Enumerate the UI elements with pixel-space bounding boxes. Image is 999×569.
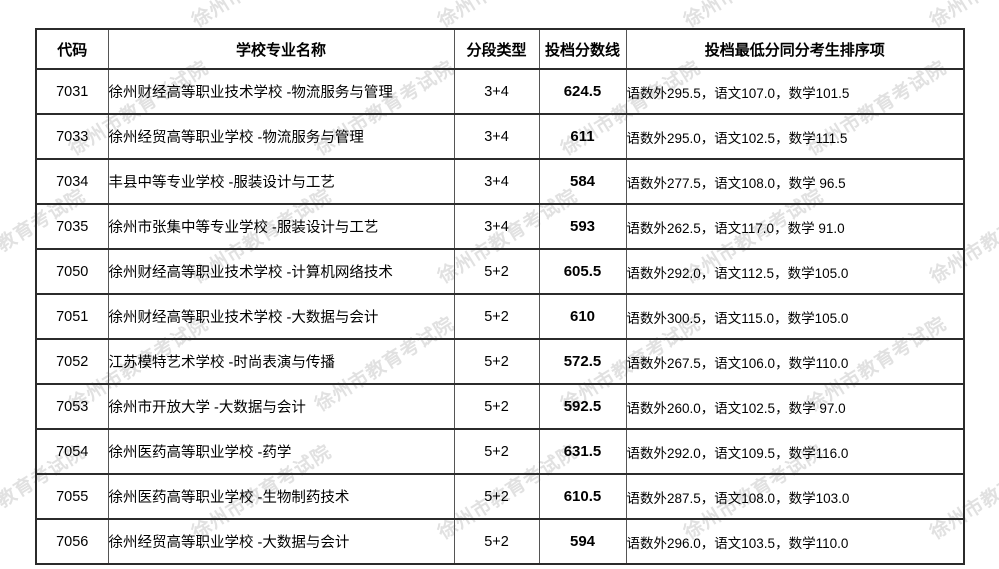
cell-score: 572.5: [538, 338, 627, 385]
cell-code: 7051: [35, 293, 109, 340]
cell-rank: 语数外295.5，语文107.0，数学101.5: [625, 68, 965, 115]
cell-seg: 5+2: [453, 383, 540, 430]
cell-score: 605.5: [538, 248, 627, 295]
column-header-rank: 投档最低分同分考生排序项: [625, 28, 965, 70]
table-body: 7031 徐州财经高等职业技术学校 -物流服务与管理 3+4 624.5 语数外295.…: [35, 68, 965, 565]
cell-score: 610.5: [538, 473, 627, 520]
cell-code: 7052: [35, 338, 109, 385]
table-row: 7053 徐州市开放大学 -大数据与会计 5+2 592.5 语数外260.0，语文10…: [35, 383, 965, 430]
cell-name: 徐州经贸高等职业学校 -物流服务与管理: [107, 113, 455, 160]
cell-score: 584: [538, 158, 627, 205]
table-row: 7050 徐州财经高等职业技术学校 -计算机网络技术 5+2 605.5 语数外292.…: [35, 248, 965, 295]
cell-seg: 5+2: [453, 338, 540, 385]
cell-seg: 5+2: [453, 293, 540, 340]
cell-score: 592.5: [538, 383, 627, 430]
cell-score: 624.5: [538, 68, 627, 115]
cell-code: 7054: [35, 428, 109, 475]
cell-rank: 语数外260.0，语文102.5，数学 97.0: [625, 383, 965, 430]
cell-code: 7031: [35, 68, 109, 115]
watermark-text: 徐州市教育考试院: [309, 565, 459, 569]
cell-seg: 5+2: [453, 473, 540, 520]
cell-seg: 3+4: [453, 68, 540, 115]
table-row: 7052 江苏模特艺术学校 -时尚表演与传播 5+2 572.5 语数外267.5，语文…: [35, 338, 965, 385]
cell-name: 徐州医药高等职业学校 -生物制药技术: [107, 473, 455, 520]
cell-name: 徐州财经高等职业技术学校 -大数据与会计: [107, 293, 455, 340]
cell-score: 631.5: [538, 428, 627, 475]
table-row: 7035 徐州市张集中等专业学校 -服装设计与工艺 3+4 593 语数外262.5，语…: [35, 203, 965, 250]
table-header: 代码 学校专业名称 分段类型 投档分数线 投档最低分同分考生排序项: [35, 28, 965, 70]
cell-code: 7056: [35, 518, 109, 565]
table-row: 7055 徐州医药高等职业学校 -生物制药技术 5+2 610.5 语数外287.5，语…: [35, 473, 965, 520]
table-row: 7033 徐州经贸高等职业学校 -物流服务与管理 3+4 611 语数外295.0，语文…: [35, 113, 965, 160]
cell-name: 徐州市开放大学 -大数据与会计: [107, 383, 455, 430]
watermark-text: 徐州市教育考试院: [801, 565, 951, 569]
watermark-text: 徐州市教育考试院: [555, 565, 705, 569]
cell-seg: 5+2: [453, 248, 540, 295]
table-row: 7056 徐州经贸高等职业学校 -大数据与会计 5+2 594 语数外296.0，语文1…: [35, 518, 965, 565]
cell-seg: 3+4: [453, 158, 540, 205]
cell-name: 徐州市张集中等专业学校 -服装设计与工艺: [107, 203, 455, 250]
table-row: 7031 徐州财经高等职业技术学校 -物流服务与管理 3+4 624.5 语数外295.…: [35, 68, 965, 115]
cell-rank: 语数外300.5，语文115.0，数学105.0: [625, 293, 965, 340]
table-row: 7054 徐州医药高等职业学校 -药学 5+2 631.5 语数外292.0，语文109…: [35, 428, 965, 475]
cell-name: 徐州财经高等职业技术学校 -物流服务与管理: [107, 68, 455, 115]
score-table-container: 代码 学校专业名称 分段类型 投档分数线 投档最低分同分考生排序项 7031 徐州…: [35, 28, 965, 565]
cell-name: 丰县中等专业学校 -服装设计与工艺: [107, 158, 455, 205]
cell-rank: 语数外292.0，语文109.5，数学116.0: [625, 428, 965, 475]
cell-name: 徐州医药高等职业学校 -药学: [107, 428, 455, 475]
cell-code: 7055: [35, 473, 109, 520]
cell-code: 7033: [35, 113, 109, 160]
cell-seg: 3+4: [453, 203, 540, 250]
table-row: 7051 徐州财经高等职业技术学校 -大数据与会计 5+2 610 语数外300.5，语…: [35, 293, 965, 340]
watermark-text: 徐州市教育考试院: [63, 565, 213, 569]
table-header-row: 代码 学校专业名称 分段类型 投档分数线 投档最低分同分考生排序项: [35, 28, 965, 70]
cell-name: 徐州经贸高等职业学校 -大数据与会计: [107, 518, 455, 565]
cell-score: 611: [538, 113, 627, 160]
cell-rank: 语数外292.0，语文112.5，数学105.0: [625, 248, 965, 295]
table-row: 7034 丰县中等专业学校 -服装设计与工艺 3+4 584 语数外277.5，语文10…: [35, 158, 965, 205]
cell-rank: 语数外262.5，语文117.0，数学 91.0: [625, 203, 965, 250]
cell-score: 594: [538, 518, 627, 565]
cell-seg: 5+2: [453, 428, 540, 475]
column-header-code: 代码: [35, 28, 109, 70]
column-header-score: 投档分数线: [538, 28, 627, 70]
column-header-name: 学校专业名称: [107, 28, 455, 70]
cell-rank: 语数外287.5，语文108.0，数学103.0: [625, 473, 965, 520]
cell-code: 7034: [35, 158, 109, 205]
cell-name: 江苏模特艺术学校 -时尚表演与传播: [107, 338, 455, 385]
cell-code: 7050: [35, 248, 109, 295]
cell-code: 7053: [35, 383, 109, 430]
cell-rank: 语数外267.5，语文106.0，数学110.0: [625, 338, 965, 385]
cell-rank: 语数外296.0，语文103.5，数学110.0: [625, 518, 965, 565]
cell-seg: 5+2: [453, 518, 540, 565]
admission-score-table: 代码 学校专业名称 分段类型 投档分数线 投档最低分同分考生排序项 7031 徐州…: [35, 28, 965, 565]
cell-score: 593: [538, 203, 627, 250]
cell-code: 7035: [35, 203, 109, 250]
cell-seg: 3+4: [453, 113, 540, 160]
cell-score: 610: [538, 293, 627, 340]
cell-rank: 语数外277.5，语文108.0，数学 96.5: [625, 158, 965, 205]
column-header-seg: 分段类型: [453, 28, 540, 70]
cell-rank: 语数外295.0，语文102.5，数学111.5: [625, 113, 965, 160]
cell-name: 徐州财经高等职业技术学校 -计算机网络技术: [107, 248, 455, 295]
